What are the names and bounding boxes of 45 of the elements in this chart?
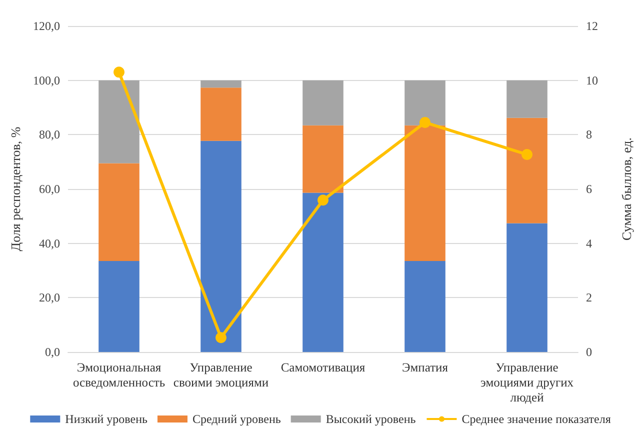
y2-tick-label: 0 bbox=[586, 345, 592, 359]
bar bbox=[506, 118, 548, 224]
y2-tick-label: 2 bbox=[586, 290, 592, 305]
bar bbox=[98, 260, 140, 352]
bar bbox=[302, 125, 344, 193]
y-tick-label: 20,0 bbox=[39, 290, 60, 305]
y2-tick-label: 6 bbox=[586, 182, 592, 196]
legend-label: Высокий уровень bbox=[326, 412, 416, 426]
bar bbox=[200, 140, 242, 352]
legend-label: Среднее значение показателя bbox=[462, 412, 612, 426]
legend-label: Средний уровень bbox=[192, 412, 282, 426]
bar bbox=[302, 80, 344, 126]
bar bbox=[404, 80, 446, 126]
bar bbox=[506, 223, 548, 352]
bar bbox=[200, 80, 242, 88]
x-tick-label: Самомотивация bbox=[280, 360, 366, 374]
bar bbox=[98, 163, 140, 261]
bar bbox=[506, 80, 548, 118]
y-tick-label: 60,0 bbox=[39, 182, 60, 196]
y-tick-label: 0,0 bbox=[45, 345, 60, 359]
point bbox=[216, 332, 226, 344]
y2-tick-label: 4 bbox=[586, 236, 592, 250]
y2-tick-label: 10 bbox=[586, 73, 598, 88]
bar bbox=[404, 260, 446, 352]
y-tick-label: 80,0 bbox=[39, 128, 60, 142]
y2-axis-title: Сумма быллов, ед. bbox=[619, 138, 634, 240]
bar bbox=[200, 88, 242, 141]
point bbox=[522, 149, 532, 160]
point bbox=[420, 116, 430, 128]
point bbox=[318, 194, 328, 206]
bar bbox=[98, 80, 140, 164]
y-tick-label: 120,0 bbox=[33, 19, 60, 33]
y-tick-label: 40,0 bbox=[39, 236, 60, 250]
point bbox=[114, 66, 124, 78]
x-tick-label: Эмоциональная осведомленность bbox=[72, 360, 166, 390]
y2-tick-label: 12 bbox=[586, 19, 598, 33]
x-tick-label: Управление эмоциями других людей bbox=[480, 360, 574, 404]
y2-tick-label: 8 bbox=[586, 128, 592, 142]
x-tick-label: Управление своими эмоциями bbox=[173, 360, 269, 390]
bar bbox=[404, 125, 446, 261]
legend-label: Низкий уровень bbox=[65, 412, 148, 426]
y-axis-title: Доля респондентов, % bbox=[8, 126, 24, 252]
bar bbox=[302, 192, 344, 352]
x-tick-label: Эмпатия bbox=[402, 360, 448, 374]
y-tick-label: 100,0 bbox=[33, 73, 60, 88]
